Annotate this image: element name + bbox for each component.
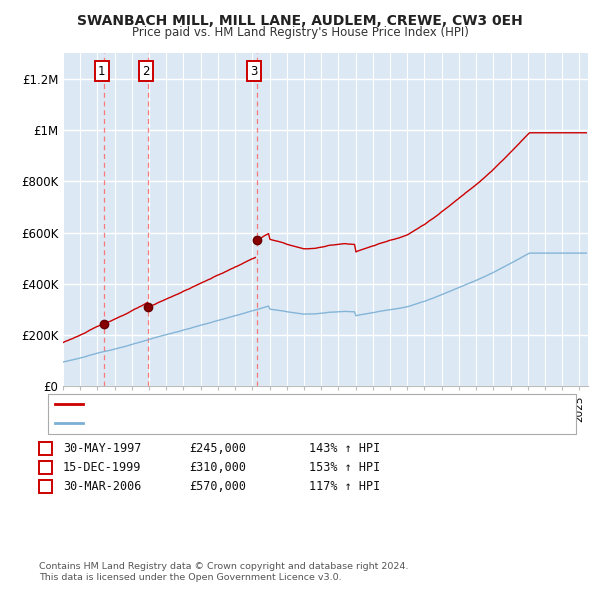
Text: 2: 2 [42,461,49,474]
Text: 1: 1 [42,442,49,455]
Text: 1: 1 [98,64,106,77]
Text: Price paid vs. HM Land Registry's House Price Index (HPI): Price paid vs. HM Land Registry's House … [131,26,469,39]
Text: 153% ↑ HPI: 153% ↑ HPI [309,461,380,474]
Text: £310,000: £310,000 [189,461,246,474]
Text: SWANBACH MILL, MILL LANE, AUDLEM, CREWE, CW3 0EH: SWANBACH MILL, MILL LANE, AUDLEM, CREWE,… [77,14,523,28]
Text: £570,000: £570,000 [189,480,246,493]
Text: Contains HM Land Registry data © Crown copyright and database right 2024.: Contains HM Land Registry data © Crown c… [39,562,409,571]
Text: 117% ↑ HPI: 117% ↑ HPI [309,480,380,493]
Text: 15-DEC-1999: 15-DEC-1999 [63,461,142,474]
Text: SWANBACH MILL, MILL LANE, AUDLEM, CREWE, CW3 0EH (detached house): SWANBACH MILL, MILL LANE, AUDLEM, CREWE,… [89,399,481,409]
Text: £245,000: £245,000 [189,442,246,455]
Text: 30-MAY-1997: 30-MAY-1997 [63,442,142,455]
Text: 3: 3 [250,64,258,77]
Text: HPI: Average price, detached house, Cheshire East: HPI: Average price, detached house, Ches… [89,418,353,428]
Text: 30-MAR-2006: 30-MAR-2006 [63,480,142,493]
Text: This data is licensed under the Open Government Licence v3.0.: This data is licensed under the Open Gov… [39,572,341,582]
Text: 143% ↑ HPI: 143% ↑ HPI [309,442,380,455]
Text: 3: 3 [42,480,49,493]
Text: 2: 2 [142,64,149,77]
